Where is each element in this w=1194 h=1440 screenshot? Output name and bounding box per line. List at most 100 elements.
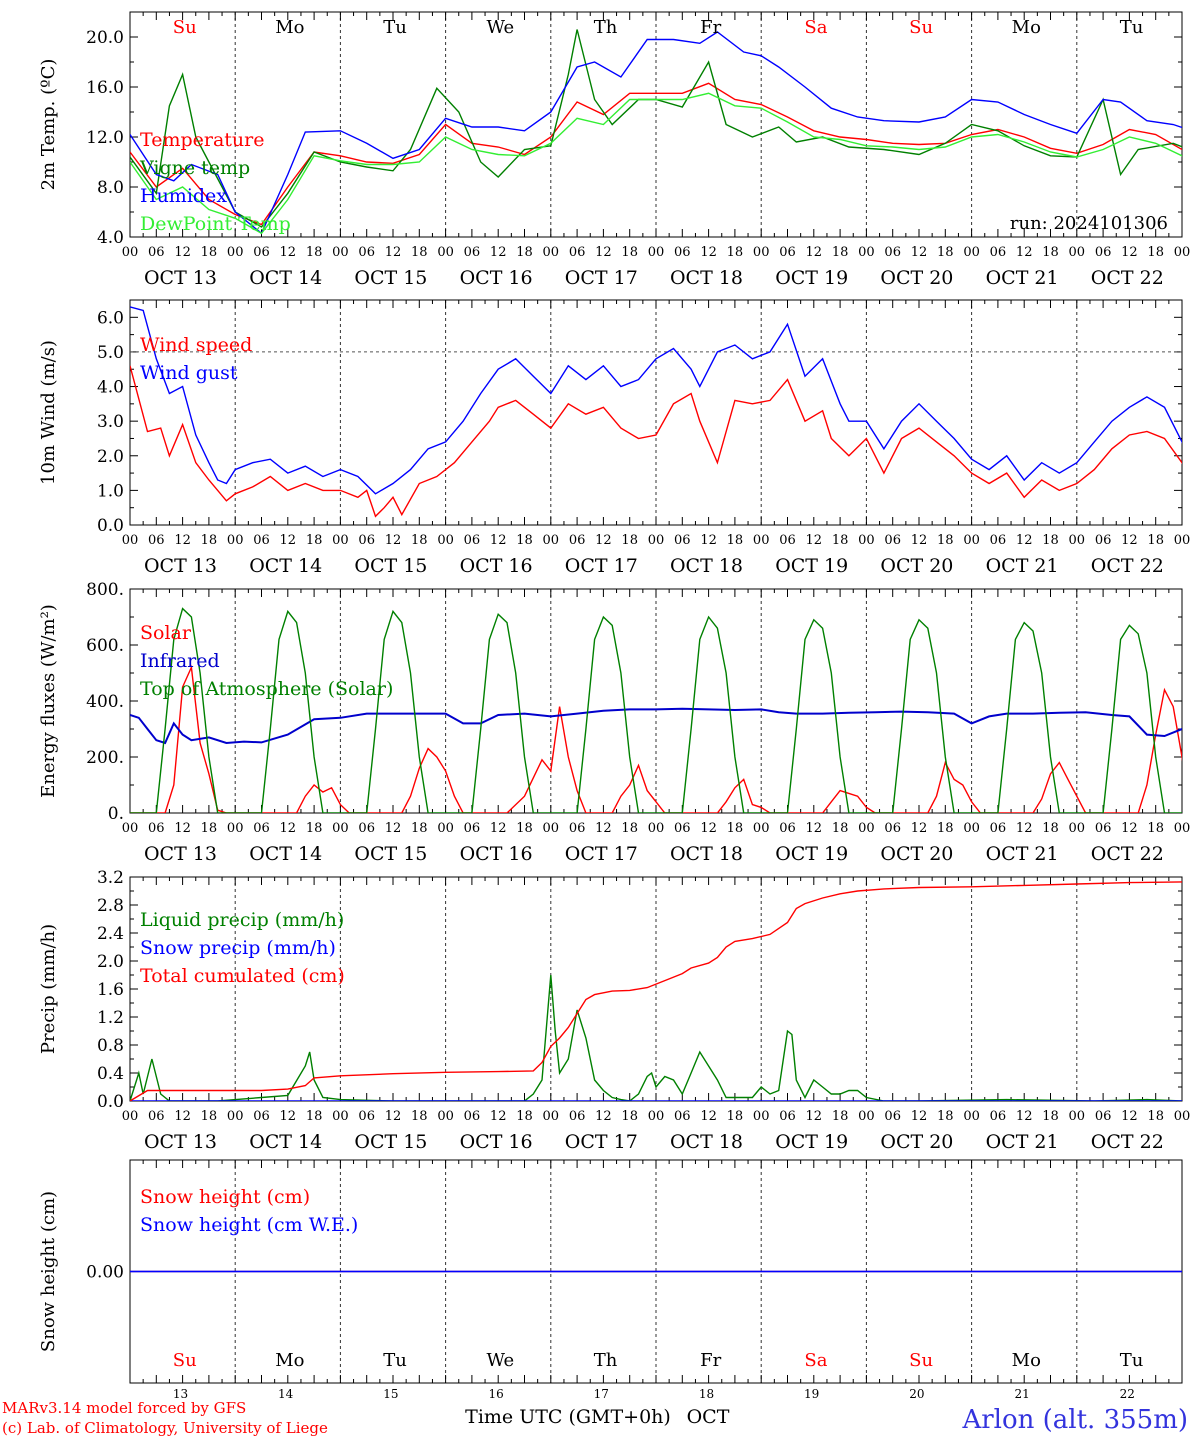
y-tick-label: 200. (86, 748, 124, 768)
weekday-label: Mo (275, 1350, 304, 1371)
legend-entry: Liquid precip (mm/h) (140, 909, 344, 931)
hour-label: 06 (1095, 245, 1112, 260)
series-line-infrared (130, 707, 1182, 745)
hour-label: 06 (884, 821, 901, 836)
legend-entry: Snow height (cm W.E.) (140, 1214, 358, 1236)
hour-label: 06 (569, 821, 586, 836)
hour-label: 18 (621, 245, 638, 260)
hour-label: 18 (411, 245, 428, 260)
legend-entry: Temperature (140, 129, 264, 151)
hour-label: 18 (1147, 533, 1164, 548)
hour-label: 18 (306, 1109, 323, 1124)
hour-label: 00 (648, 821, 665, 836)
hour-label: 00 (1174, 821, 1191, 836)
bottom-date-label: 15 (383, 1387, 398, 1401)
hour-label: 12 (595, 821, 612, 836)
date-label: OCT 16 (460, 267, 533, 289)
date-label: OCT 16 (460, 555, 533, 577)
hour-label: 18 (1147, 1109, 1164, 1124)
hour-label: 12 (490, 245, 507, 260)
station-label: Arlon (alt. 355m) (961, 1405, 1188, 1435)
hour-label: 06 (990, 1109, 1007, 1124)
panel-2: 0.0 1.0 2.0 3.0 4.0 5.0 6.0 10m Wind (m/s) Wind … (38, 299, 1190, 577)
hour-label: 06 (674, 533, 691, 548)
y-tick-label: 4.0 (97, 378, 124, 398)
hour-label: 06 (779, 1109, 796, 1124)
hour-label: 00 (122, 821, 139, 836)
hour-label: 00 (543, 533, 560, 548)
date-label: OCT 16 (460, 843, 533, 865)
date-label: OCT 16 (460, 1131, 533, 1153)
y-tick-label: 3.0 (97, 412, 124, 432)
bottom-date-label: 17 (594, 1387, 609, 1401)
hour-label: 12 (1121, 821, 1138, 836)
hour-label: 18 (516, 1109, 533, 1124)
y-tick-label: 1.0 (97, 481, 124, 501)
legend-entry: Total cumulated (cm) (140, 965, 345, 987)
hour-label: 12 (1121, 1109, 1138, 1124)
hour-label: 00 (1069, 1109, 1086, 1124)
hour-label: 00 (437, 245, 454, 260)
hour-label: 18 (516, 533, 533, 548)
series-line-top-of-atmosphere-solar- (130, 607, 1182, 813)
hour-label: 06 (990, 533, 1007, 548)
hour-label: 12 (1016, 533, 1033, 548)
hour-label: 18 (1042, 1109, 1059, 1124)
hour-label: 06 (884, 1109, 901, 1124)
date-label: OCT 20 (880, 267, 953, 289)
hour-label: 18 (727, 245, 744, 260)
panel-4: 0.0 0.4 0.8 1.2 1.6 2.0 2.4 2.8 3.2 Precip (mm/h)… (38, 868, 1190, 1153)
hour-label: 06 (569, 533, 586, 548)
panel-5: 0.00 Snow height (cm) Snow height (cm) Snow… (38, 1159, 1183, 1384)
hour-label: 06 (464, 245, 481, 260)
hour-label: 18 (411, 821, 428, 836)
hour-label: 18 (306, 533, 323, 548)
weekday-label: Fr (700, 1350, 721, 1371)
date-label: OCT 22 (1091, 555, 1164, 577)
y-axis-label: Energy fluxes (W/m²) (38, 604, 59, 798)
y-axis-label: Snow height (cm) (38, 1191, 59, 1352)
hour-label: 18 (727, 533, 744, 548)
hour-label: 06 (779, 245, 796, 260)
hour-label: 00 (227, 245, 244, 260)
hour-label: 18 (621, 1109, 638, 1124)
weekday-label: Th (594, 1350, 618, 1371)
weekday-label: Mo (275, 17, 304, 38)
hour-label: 00 (227, 821, 244, 836)
hour-label: 12 (595, 533, 612, 548)
date-label: OCT 18 (670, 1131, 743, 1153)
date-label: OCT 14 (249, 555, 322, 577)
series-line-wind-gust (130, 306, 1182, 495)
series-line-wind-speed (130, 365, 1182, 518)
hour-label: 00 (963, 245, 980, 260)
y-axis-label: Precip (mm/h) (38, 924, 59, 1054)
date-label: OCT 17 (565, 267, 638, 289)
date-label: OCT 14 (249, 1131, 322, 1153)
weekday-label: Sa (804, 17, 827, 38)
hour-label: 12 (806, 245, 823, 260)
date-label: OCT 15 (354, 843, 427, 865)
date-label: OCT 19 (775, 267, 848, 289)
y-tick-label: 16.0 (86, 78, 124, 98)
hour-label: 12 (911, 245, 928, 260)
hour-label: 00 (122, 1109, 139, 1124)
hour-label: 06 (358, 533, 375, 548)
weekday-label: Mo (1012, 17, 1041, 38)
date-label: OCT 22 (1091, 267, 1164, 289)
hour-label: 00 (122, 533, 139, 548)
date-label: OCT 19 (775, 555, 848, 577)
hour-label: 18 (937, 533, 954, 548)
y-tick-label: 0. (108, 804, 124, 824)
series-line-solar (130, 664, 1182, 813)
hour-label: 18 (832, 1109, 849, 1124)
weekday-label: Su (909, 17, 933, 38)
plot-frame (129, 11, 1183, 238)
hour-label: 00 (858, 533, 875, 548)
hour-label: 12 (595, 1109, 612, 1124)
date-label: OCT 13 (144, 1131, 217, 1153)
hour-label: 00 (753, 533, 770, 548)
legend-entry: Snow height (cm) (140, 1186, 310, 1208)
y-tick-label: 0.8 (97, 1036, 124, 1056)
series-line-dewpoint-temp (130, 92, 1182, 235)
hour-label: 12 (280, 1109, 297, 1124)
